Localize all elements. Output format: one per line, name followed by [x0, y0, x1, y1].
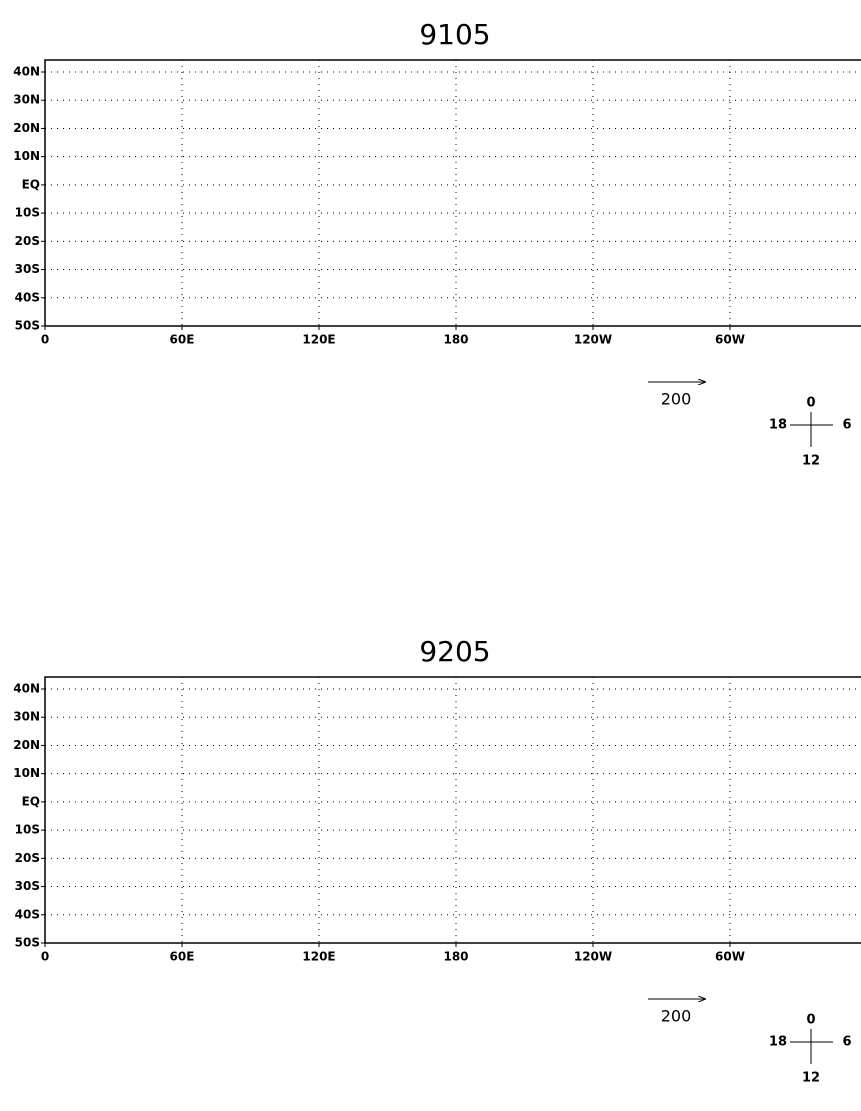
clock-label: 18 [769, 1035, 787, 1050]
clock-label: 18 [769, 418, 787, 433]
lat-label: 10S [15, 823, 40, 837]
lat-label: 40S [15, 907, 40, 921]
lat-label: 20S [15, 234, 40, 248]
reference-vector-label: 200 [661, 390, 692, 409]
lat-label: 30N [13, 710, 40, 724]
lat-label: 20N [13, 121, 40, 135]
lat-label: 40N [13, 682, 40, 696]
reference-vector-label: 200 [661, 1007, 692, 1026]
lat-label: 20N [13, 738, 40, 752]
figure: 910540N30N20N10NEQ10S20S30S40S50S060E120… [0, 0, 861, 1111]
lat-label: EQ [22, 794, 40, 808]
lon-label: 180 [443, 333, 468, 347]
clock-label: 0 [806, 1013, 815, 1028]
lon-label: 120E [302, 333, 335, 347]
lat-label: 30N [13, 93, 40, 107]
lat-label: 20S [15, 851, 40, 865]
lat-label: 40N [13, 65, 40, 79]
clock-label: 12 [802, 1071, 820, 1086]
lat-label: 10N [13, 149, 40, 163]
clock-label: 6 [842, 1035, 851, 1050]
lat-label: 30S [15, 262, 40, 276]
panel-title: 9105 [419, 18, 490, 51]
lon-label: 60W [715, 333, 745, 347]
lat-label: 50S [15, 936, 40, 950]
lon-label: 60W [715, 950, 745, 964]
lat-label: 50S [15, 319, 40, 333]
lon-label: 120W [574, 333, 612, 347]
clock-label: 12 [802, 454, 820, 469]
lon-label: 120E [302, 950, 335, 964]
lon-label: 60E [170, 333, 195, 347]
lon-label: 120W [574, 950, 612, 964]
lat-label: 10S [15, 206, 40, 220]
lat-label: 40S [15, 290, 40, 304]
lon-label: 60E [170, 950, 195, 964]
lon-label: 180 [443, 950, 468, 964]
lat-label: EQ [22, 177, 40, 191]
lon-label: 0 [41, 950, 49, 964]
lon-label: 0 [41, 333, 49, 347]
clock-label: 6 [842, 418, 851, 433]
lat-label: 10N [13, 766, 40, 780]
panel-title: 9205 [419, 635, 490, 668]
clock-label: 0 [806, 396, 815, 411]
lat-label: 30S [15, 879, 40, 893]
